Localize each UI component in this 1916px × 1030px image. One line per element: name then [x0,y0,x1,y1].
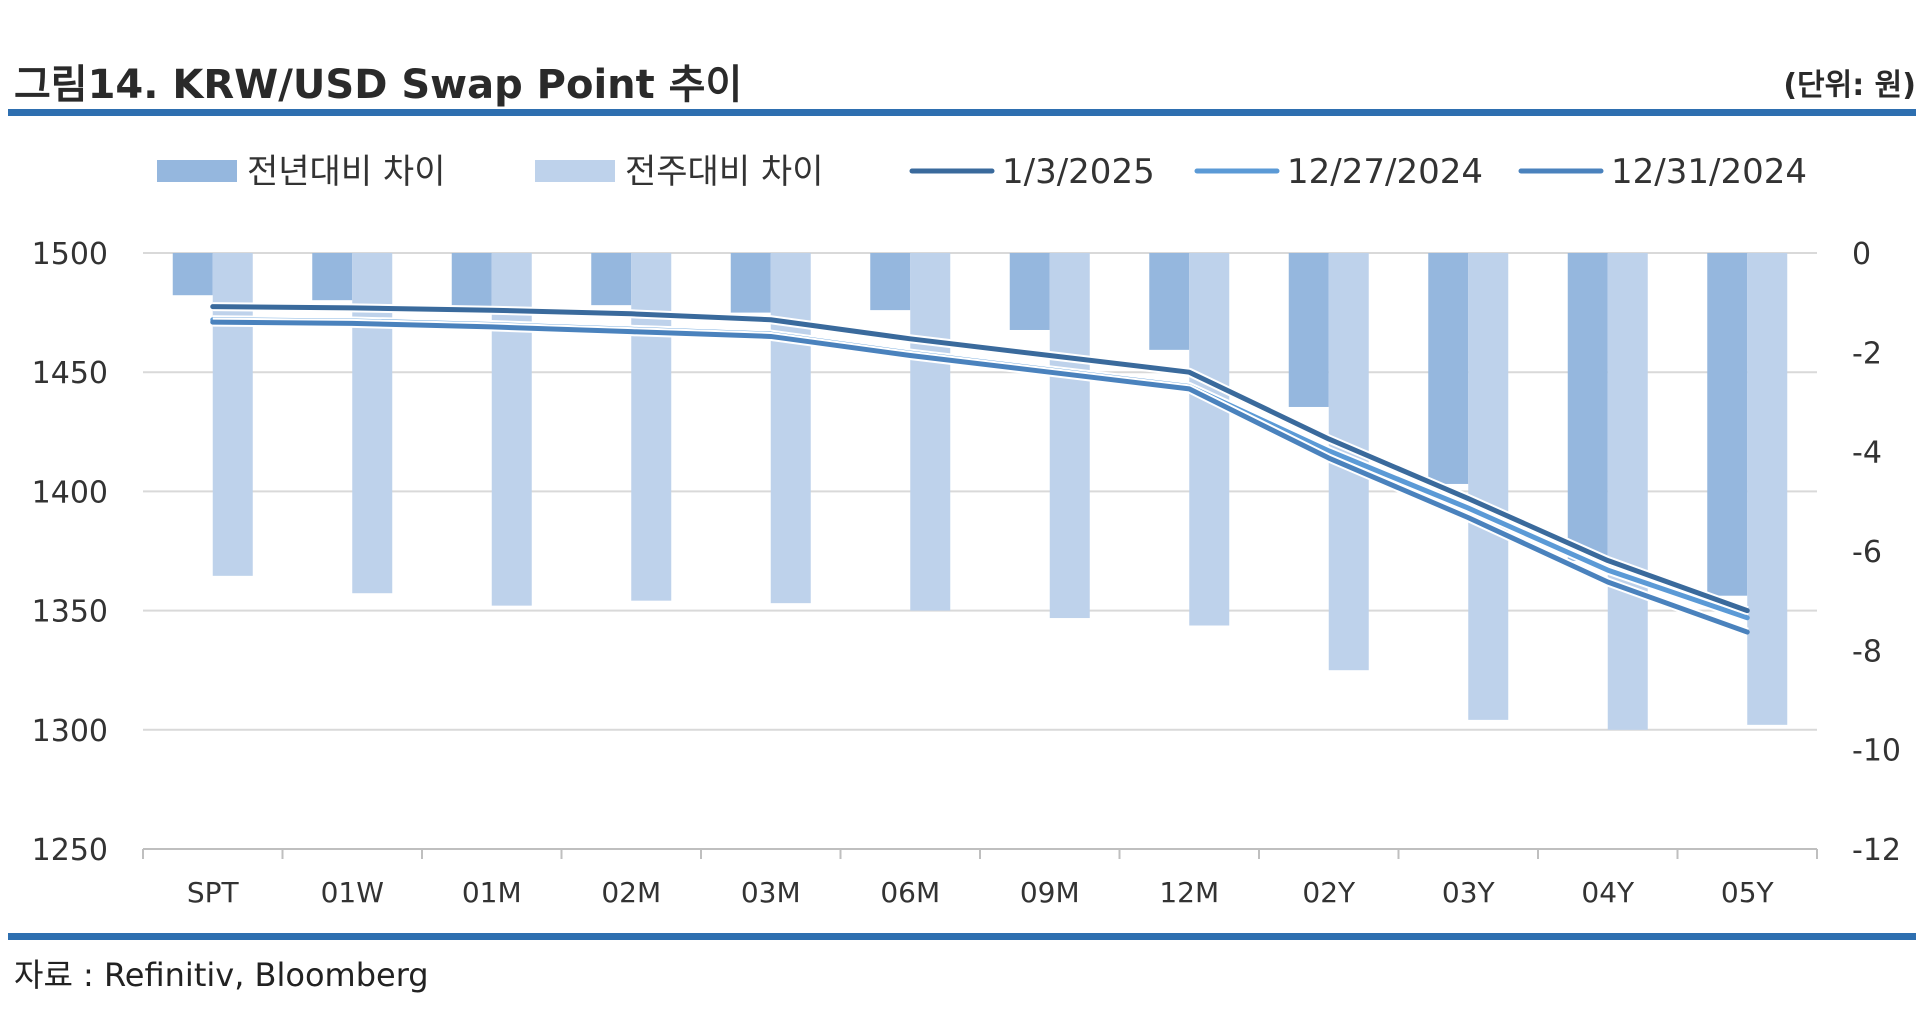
unit-label: (단위: 원) [1783,68,1916,103]
left-tick-label: 1450 [32,356,108,391]
bar [1428,253,1469,484]
legend-label: 12/27/2024 [1287,152,1483,192]
bar [730,253,771,313]
source-note: 자료 : Refinitiv, Bloomberg [14,956,429,994]
right-tick-label: -10 [1852,734,1901,769]
left-tick-label: 1500 [32,237,108,272]
legend-label: 전년대비 차이 [247,152,446,192]
category-label: 09M [1020,876,1080,909]
category-label: 01M [462,876,522,909]
bottom-rule [8,933,1916,940]
series-line-halo [212,317,1749,637]
bar [1747,253,1788,725]
right-tick-label: -2 [1852,336,1882,371]
series-line-halo [212,302,1749,615]
bar [1567,253,1608,561]
bar [1607,253,1648,730]
bar [1468,253,1509,720]
left-tick-label: 1300 [32,714,108,749]
bar [770,253,811,604]
legend-swatch [535,160,615,182]
bar [870,253,911,311]
right-tick-label: -8 [1852,634,1882,669]
category-label: 02M [601,876,661,909]
bar [591,253,632,306]
category-label: SPT [187,876,240,909]
right-tick-label: -12 [1852,833,1901,868]
category-label: 04Y [1581,876,1635,909]
legend-label: 1/3/2025 [1002,152,1155,192]
legend-label: 전주대비 차이 [625,152,824,192]
bar [1707,253,1748,596]
category-label: 05Y [1721,876,1775,909]
series-line [210,319,1750,635]
bar [910,253,951,611]
legend-swatch [157,160,237,182]
category-label: 06M [880,876,940,909]
bar [172,253,213,296]
axis-layer: 1500 1450 1400 1350 1300 1250 0 -2 -4 -6 -8 -10 -12 S… [32,237,1901,909]
line-layer [210,302,1750,637]
legend-label: 12/31/2024 [1611,152,1807,192]
category-label: 03Y [1442,876,1496,909]
left-tick-label: 1350 [32,595,108,630]
series-line [210,304,1750,614]
bar [451,253,492,308]
bar [1049,253,1090,619]
bar [631,253,672,601]
chart-title: 그림14. KRW/USD Swap Point 추이 [14,62,743,108]
bar [1288,253,1329,407]
bar [1009,253,1050,330]
top-rule [8,109,1916,116]
category-label: 03M [741,876,801,909]
bar [312,253,353,301]
bar [1189,253,1230,626]
bar [212,253,253,576]
legend: 전년대비 차이 전주대비 차이 1/3/2025 12/27/2024 12/31/20… [157,152,1807,192]
right-tick-label: 0 [1852,237,1871,272]
grid-lines [143,252,1817,731]
left-tick-label: 1250 [32,833,108,868]
category-label: 12M [1159,876,1219,909]
left-tick-label: 1400 [32,475,108,510]
category-label: 02Y [1302,876,1356,909]
right-tick-label: -4 [1852,436,1882,471]
bar [1149,253,1190,350]
right-tick-label: -6 [1852,535,1882,570]
category-label: 01W [321,876,384,909]
